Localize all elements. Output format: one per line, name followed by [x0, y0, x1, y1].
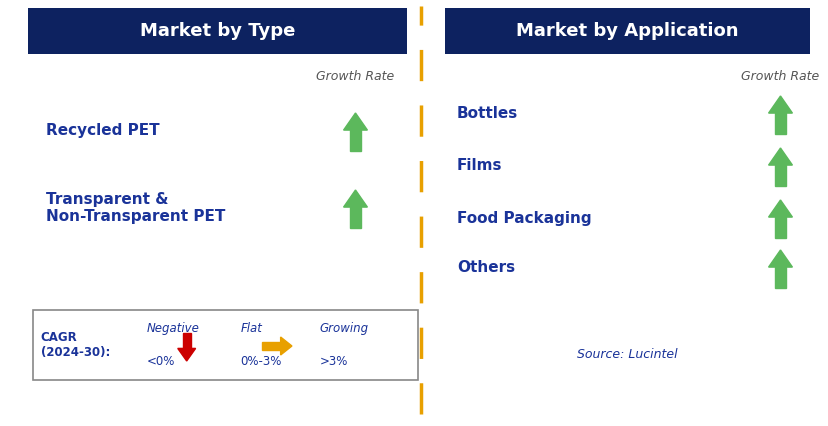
Text: 0%-3%: 0%-3% — [240, 354, 282, 368]
FancyBboxPatch shape — [445, 8, 809, 54]
Polygon shape — [768, 148, 792, 165]
FancyBboxPatch shape — [28, 8, 407, 54]
Text: Market by Application: Market by Application — [516, 22, 738, 40]
Text: <0%: <0% — [147, 354, 176, 368]
Polygon shape — [281, 337, 291, 355]
Text: CAGR
(2024-30):: CAGR (2024-30): — [41, 331, 110, 359]
Polygon shape — [355, 345, 363, 360]
Text: Negative: Negative — [147, 322, 200, 335]
Polygon shape — [768, 250, 792, 267]
Polygon shape — [774, 165, 785, 186]
Text: Flat: Flat — [240, 322, 262, 335]
Text: Recycled PET: Recycled PET — [46, 124, 159, 138]
Text: Food Packaging: Food Packaging — [456, 210, 590, 225]
Polygon shape — [774, 113, 785, 134]
Text: Transparent &
Non-Transparent PET: Transparent & Non-Transparent PET — [46, 192, 224, 224]
Polygon shape — [768, 200, 792, 217]
Polygon shape — [774, 267, 785, 288]
Text: Bottles: Bottles — [456, 106, 518, 121]
FancyBboxPatch shape — [33, 310, 417, 380]
Polygon shape — [774, 217, 785, 238]
Text: Others: Others — [456, 261, 514, 276]
Text: Growth Rate: Growth Rate — [316, 69, 394, 83]
Polygon shape — [343, 190, 367, 207]
Polygon shape — [262, 342, 281, 350]
Polygon shape — [182, 333, 190, 348]
Polygon shape — [350, 332, 368, 345]
Text: Films: Films — [456, 158, 502, 173]
Text: Source: Lucintel: Source: Lucintel — [576, 348, 677, 360]
Text: Growing: Growing — [320, 322, 368, 335]
Polygon shape — [177, 348, 195, 361]
Polygon shape — [349, 207, 360, 228]
Polygon shape — [343, 113, 367, 130]
Polygon shape — [349, 130, 360, 151]
Text: Market by Type: Market by Type — [140, 22, 295, 40]
Text: >3%: >3% — [320, 354, 348, 368]
Polygon shape — [768, 96, 792, 113]
Text: Growth Rate: Growth Rate — [740, 69, 819, 83]
